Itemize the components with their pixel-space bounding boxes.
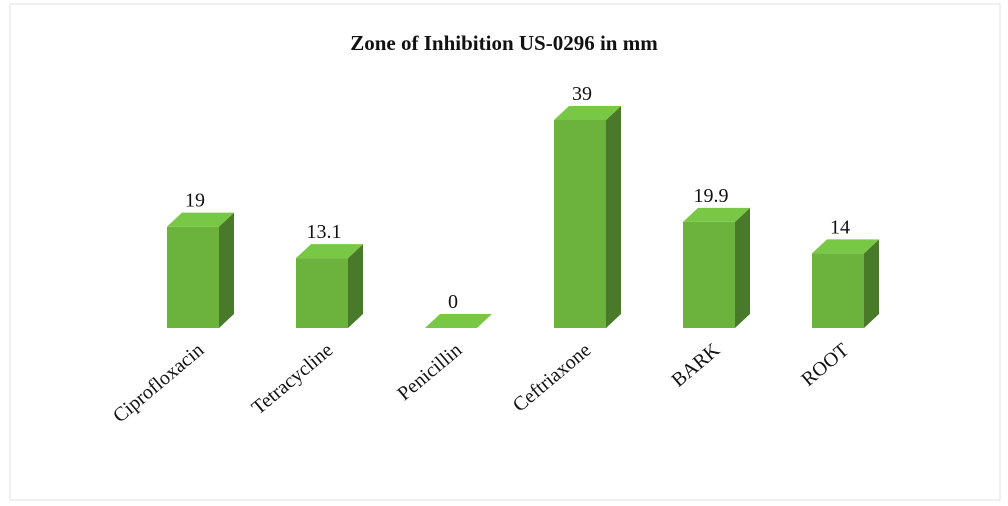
bar-top: [296, 244, 363, 259]
bar-top: [683, 207, 750, 222]
bar-side: [219, 212, 234, 328]
bar-side: [348, 244, 363, 328]
bar-top: [167, 212, 234, 227]
bar: [296, 258, 348, 328]
chart-title: Zone of Inhibition US-0296 in mm: [350, 31, 658, 55]
bar-side: [864, 239, 879, 328]
value-label: 19.9: [694, 185, 729, 207]
bar-top: [425, 314, 492, 328]
bar: [812, 253, 864, 328]
value-label: 19: [185, 190, 205, 212]
value-label: 39: [572, 83, 592, 105]
bar-top: [812, 239, 879, 254]
bar: [554, 120, 606, 328]
bar-side: [735, 207, 750, 328]
bar: [167, 226, 219, 328]
bar: [683, 221, 735, 328]
value-label: 14: [830, 216, 850, 238]
value-label: 13.1: [307, 221, 342, 243]
bar-side: [606, 106, 621, 328]
value-label: 0: [448, 291, 458, 313]
bar-top: [554, 106, 621, 120]
